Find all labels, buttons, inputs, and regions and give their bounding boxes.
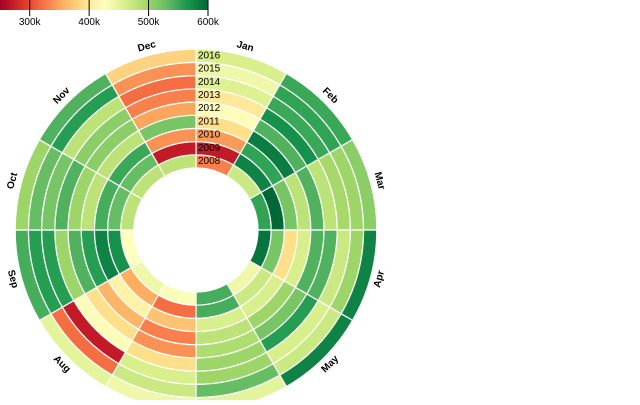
month-label-apr: Apr — [372, 269, 387, 289]
color-legend: 300k 400k 500k 600k — [0, 0, 220, 28]
year-label-2012: 2012 — [198, 103, 221, 114]
year-label-2013: 2013 — [198, 90, 221, 101]
heatmap-rings — [14, 48, 378, 405]
legend-tick-label: 300k — [19, 17, 42, 28]
month-label-sep: Sep — [5, 269, 20, 290]
heatmap-cell-2016-dec — [104, 48, 197, 86]
year-label-2014: 2014 — [198, 77, 221, 88]
year-label-2016: 2016 — [198, 50, 221, 61]
year-labels: 2008 2009 2010 2011 2012 2013 2014 2015 2016 — [198, 50, 221, 167]
month-label-oct: Oct — [5, 171, 20, 191]
year-label-2010: 2010 — [198, 130, 221, 141]
month-label-mar: Mar — [372, 171, 387, 191]
legend-tick-label: 600k — [197, 17, 220, 28]
month-label-dec: Dec — [137, 39, 158, 54]
legend-color-bar — [0, 0, 208, 10]
legend-tick-label: 500k — [138, 17, 161, 28]
legend-tick-label: 400k — [78, 17, 101, 28]
year-label-2008: 2008 — [198, 156, 221, 167]
month-label-jan: Jan — [235, 39, 254, 54]
year-label-2011: 2011 — [198, 116, 220, 127]
year-label-2015: 2015 — [198, 64, 221, 75]
year-label-2009: 2009 — [198, 143, 221, 154]
